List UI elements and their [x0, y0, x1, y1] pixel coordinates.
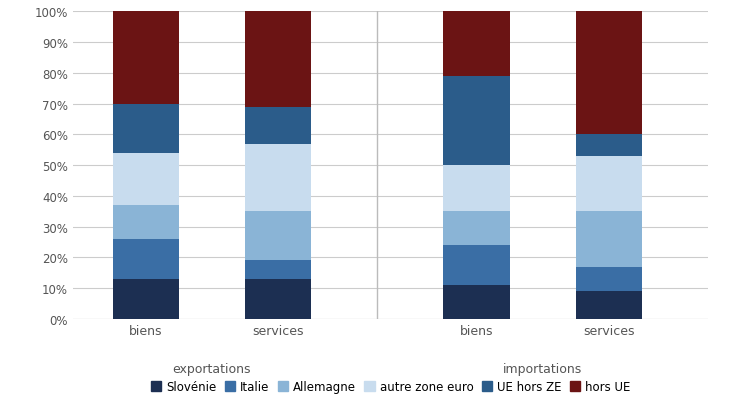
Bar	[245, 144, 311, 212]
Text: importations: importations	[503, 362, 583, 375]
Legend: Slovénie, Italie, Allemagne, autre zone euro, UE hors ZE, hors UE: Slovénie, Italie, Allemagne, autre zone …	[150, 380, 631, 393]
Bar	[245, 12, 311, 107]
Bar	[245, 279, 311, 319]
Bar	[112, 12, 179, 104]
Bar	[576, 157, 642, 212]
Text: exportations: exportations	[173, 362, 251, 375]
Bar	[245, 212, 311, 261]
Bar	[576, 291, 642, 319]
Bar	[576, 0, 642, 135]
Bar	[576, 135, 642, 156]
Bar	[112, 279, 179, 319]
Bar	[444, 166, 510, 212]
Bar	[112, 104, 179, 153]
Bar	[245, 108, 311, 144]
Bar	[444, 245, 510, 285]
Bar	[444, 285, 510, 319]
Bar	[245, 261, 311, 279]
Bar	[444, 12, 510, 77]
Bar	[444, 77, 510, 166]
Bar	[112, 239, 179, 279]
Bar	[576, 212, 642, 267]
Bar	[576, 267, 642, 291]
Bar	[112, 205, 179, 239]
Bar	[444, 212, 510, 245]
Bar	[112, 153, 179, 205]
